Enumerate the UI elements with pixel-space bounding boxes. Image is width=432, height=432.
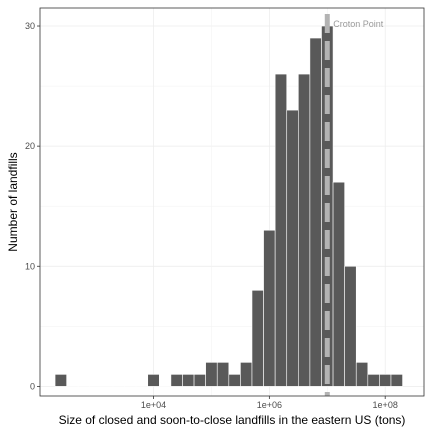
y-tick-label: 20 bbox=[25, 141, 35, 151]
histogram-bar bbox=[124, 386, 137, 388]
histogram-bar bbox=[251, 289, 264, 387]
histogram-bar bbox=[216, 362, 230, 387]
histogram-bar bbox=[112, 386, 125, 388]
histogram-bar bbox=[182, 374, 195, 387]
y-tick-label: 10 bbox=[25, 261, 35, 271]
plot-panel-border bbox=[39, 7, 425, 397]
histogram-bar bbox=[344, 265, 357, 387]
histogram-bar bbox=[367, 374, 380, 387]
x-tick-label: 1e+06 bbox=[257, 400, 282, 410]
histogram-bar bbox=[54, 374, 67, 387]
x-axis-ticks: 1e+04 1e+06 1e+08 bbox=[141, 396, 398, 410]
histogram-bar bbox=[309, 37, 322, 387]
histogram-bar bbox=[286, 109, 299, 387]
histogram-bar bbox=[390, 374, 403, 387]
histogram-bar bbox=[205, 362, 218, 387]
histogram-bar bbox=[101, 386, 114, 388]
histogram-bar bbox=[355, 362, 369, 387]
reference-line-group: Croton Point bbox=[324, 14, 384, 396]
histogram-bar bbox=[274, 73, 288, 387]
y-axis-ticks: 0 10 20 30 bbox=[25, 21, 40, 391]
histogram-bar bbox=[332, 181, 345, 387]
histogram-bar bbox=[228, 374, 241, 387]
histogram-bar bbox=[379, 374, 392, 387]
x-tick-label: 1e+04 bbox=[141, 400, 166, 410]
croton-point-label: Croton Point bbox=[333, 19, 384, 29]
histogram-bar bbox=[159, 386, 172, 388]
histogram-bar bbox=[89, 386, 102, 388]
histogram-bar bbox=[135, 386, 149, 388]
y-tick-label: 0 bbox=[30, 381, 35, 391]
histogram-bar bbox=[193, 374, 206, 387]
histogram-bar bbox=[170, 374, 183, 387]
x-axis-title: Size of closed and soon-to-close landfil… bbox=[59, 413, 406, 427]
histogram-bar bbox=[147, 374, 160, 387]
y-axis-title: Number of landfills bbox=[6, 152, 20, 251]
gridlines bbox=[40, 8, 424, 396]
x-tick-label: 1e+08 bbox=[373, 400, 398, 410]
histogram-bar bbox=[66, 386, 79, 388]
histogram-bar bbox=[77, 386, 91, 388]
histogram-bar bbox=[240, 362, 253, 387]
y-tick-label: 30 bbox=[25, 21, 35, 31]
histogram-bar bbox=[263, 229, 276, 387]
histogram-bar bbox=[298, 73, 311, 387]
